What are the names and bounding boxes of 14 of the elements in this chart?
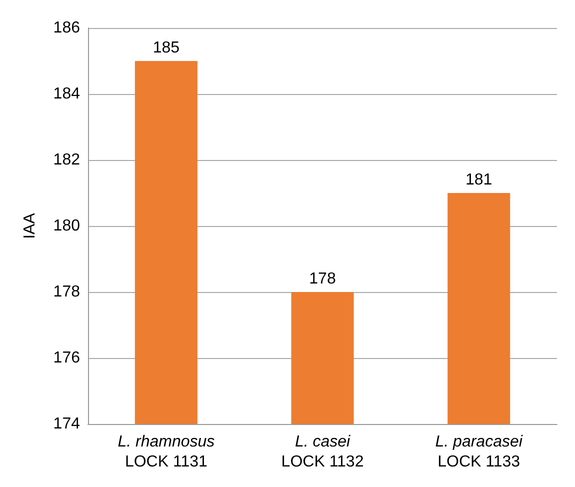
x-tick-label: L. paracasei LOCK 1133 [435,434,523,470]
y-tick-label: 182 [53,152,80,168]
y-tick-label: 180 [53,218,80,234]
data-label: 181 [465,172,492,188]
data-label: 178 [309,270,336,288]
y-tick-label: 174 [53,416,80,432]
x-tick-label: L. casei LOCK 1132 [281,434,364,470]
data-label: 185 [152,40,180,56]
x-tick-label: L. rhamnosus LOCK 1131 [118,434,215,470]
y-tick-label: 184 [53,86,80,102]
y-tick-label: 176 [53,350,80,366]
y-axis-title: IAA [22,212,38,239]
y-tick-label: 186 [53,20,80,36]
y-tick-label: 178 [53,284,80,300]
